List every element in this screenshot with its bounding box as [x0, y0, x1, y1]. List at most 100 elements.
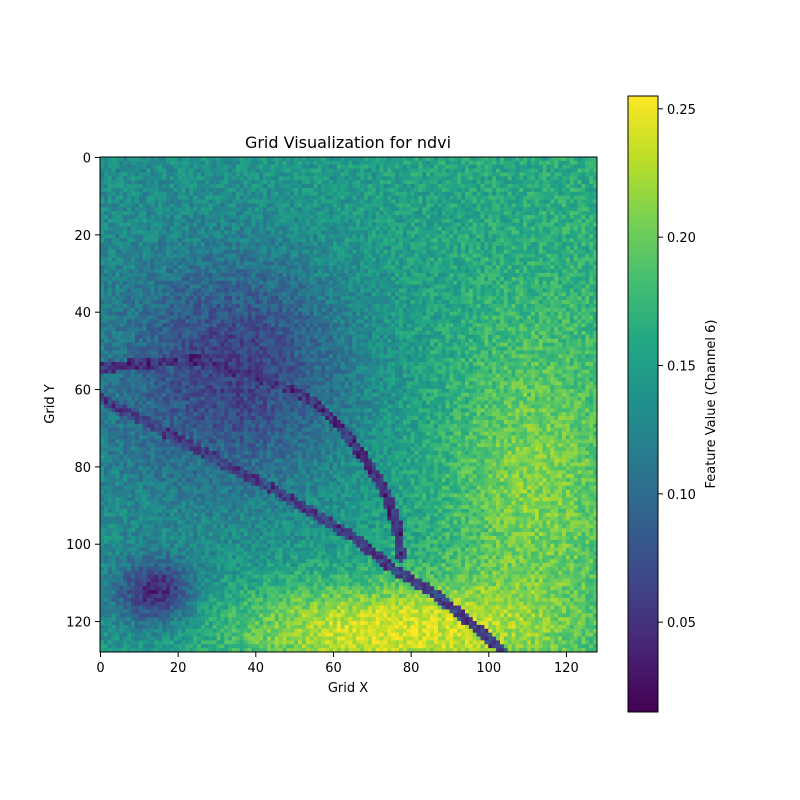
heatmap-cell: [298, 300, 303, 305]
heatmap-cell: [317, 284, 322, 289]
heatmap-cell: [251, 238, 256, 243]
heatmap-cell: [243, 245, 248, 251]
heatmap-cell: [247, 276, 252, 282]
heatmap-cell: [430, 180, 435, 185]
heatmap-cell: [519, 300, 524, 305]
heatmap-cell: [162, 184, 167, 189]
heatmap-cell: [437, 226, 443, 231]
heatmap-cell: [119, 273, 124, 278]
heatmap-cell: [387, 269, 392, 274]
heatmap-cell: [367, 191, 373, 197]
heatmap-cell: [593, 234, 598, 239]
heatmap-cell: [158, 207, 163, 212]
heatmap-cell: [282, 157, 287, 162]
heatmap-cell: [371, 249, 377, 255]
heatmap-cell: [387, 265, 392, 270]
heatmap-cell: [356, 273, 361, 278]
heatmap-cell: [119, 245, 124, 251]
heatmap-cell: [100, 292, 105, 297]
heatmap-cell: [329, 276, 334, 282]
heatmap-cell: [581, 157, 586, 162]
heatmap-cell: [406, 257, 412, 262]
heatmap-cell: [461, 269, 466, 274]
heatmap-cell: [317, 269, 322, 274]
heatmap-cell: [573, 199, 578, 204]
heatmap-cell: [457, 303, 462, 309]
heatmap-cell: [138, 269, 144, 274]
heatmap-cell: [111, 276, 116, 282]
heatmap-cell: [340, 257, 346, 262]
heatmap-cell: [422, 164, 427, 169]
heatmap-cell: [433, 273, 439, 278]
heatmap-cell: [558, 245, 563, 251]
heatmap-cell: [138, 276, 144, 282]
heatmap-cell: [499, 300, 505, 305]
heatmap-cell: [515, 242, 520, 247]
heatmap-cell: [278, 284, 283, 289]
heatmap-cell: [503, 265, 509, 270]
heatmap-cell: [569, 280, 575, 286]
heatmap-cell: [115, 269, 120, 274]
heatmap-cell: [274, 226, 280, 231]
heatmap-cell: [391, 211, 396, 216]
heatmap-cell: [204, 234, 210, 239]
heatmap-cell: [367, 226, 373, 231]
heatmap-cell: [290, 168, 295, 173]
heatmap-cell: [286, 172, 291, 177]
heatmap-cell: [569, 211, 575, 216]
heatmap-cell: [569, 226, 575, 231]
heatmap-cell: [123, 288, 128, 293]
heatmap-cell: [414, 157, 419, 162]
heatmap-cell: [313, 253, 318, 258]
heatmap-cell: [492, 303, 497, 309]
heatmap-cell: [391, 164, 396, 169]
heatmap-cell: [162, 226, 167, 231]
heatmap-cell: [360, 303, 365, 309]
heatmap-cell: [336, 199, 342, 204]
heatmap-cell: [519, 242, 524, 247]
heatmap-cell: [325, 253, 330, 258]
heatmap-cell: [228, 269, 233, 274]
heatmap-cell: [270, 187, 276, 193]
heatmap-cell: [294, 199, 299, 204]
heatmap-cell: [111, 176, 116, 181]
heatmap-cell: [189, 215, 194, 220]
heatmap-cell: [445, 292, 450, 297]
heatmap-cell: [150, 284, 155, 289]
heatmap-cell: [266, 234, 272, 239]
heatmap-cell: [398, 303, 404, 309]
heatmap-cell: [527, 176, 532, 181]
heatmap-cell: [422, 292, 427, 297]
heatmap-cell: [321, 187, 326, 193]
heatmap-cell: [488, 195, 493, 200]
heatmap-cell: [169, 242, 175, 247]
heatmap-cell: [146, 215, 151, 220]
heatmap-cell: [111, 284, 116, 289]
heatmap-cell: [313, 265, 318, 270]
heatmap-cell: [484, 284, 489, 289]
heatmap-cell: [503, 257, 509, 262]
heatmap-cell: [158, 157, 163, 162]
heatmap-cell: [422, 230, 427, 235]
heatmap-cell: [263, 284, 268, 289]
heatmap-cell: [340, 160, 346, 166]
heatmap-cell: [433, 230, 439, 235]
heatmap-cell: [278, 222, 283, 228]
heatmap-cell: [286, 176, 291, 181]
heatmap-cell: [371, 288, 377, 293]
heatmap-cell: [158, 164, 163, 169]
heatmap-cell: [593, 164, 598, 169]
heatmap-cell: [197, 230, 202, 235]
heatmap-cell: [527, 245, 532, 251]
heatmap-cell: [305, 187, 311, 193]
heatmap-cell: [426, 211, 431, 216]
heatmap-cell: [340, 303, 346, 309]
heatmap-cell: [387, 218, 392, 224]
heatmap-cell: [558, 211, 563, 216]
heatmap-cell: [270, 265, 276, 270]
heatmap-cell: [371, 180, 377, 185]
heatmap-cell: [107, 176, 113, 181]
heatmap-cell: [321, 238, 326, 243]
heatmap-cell: [352, 292, 357, 297]
heatmap-cell: [270, 222, 276, 228]
